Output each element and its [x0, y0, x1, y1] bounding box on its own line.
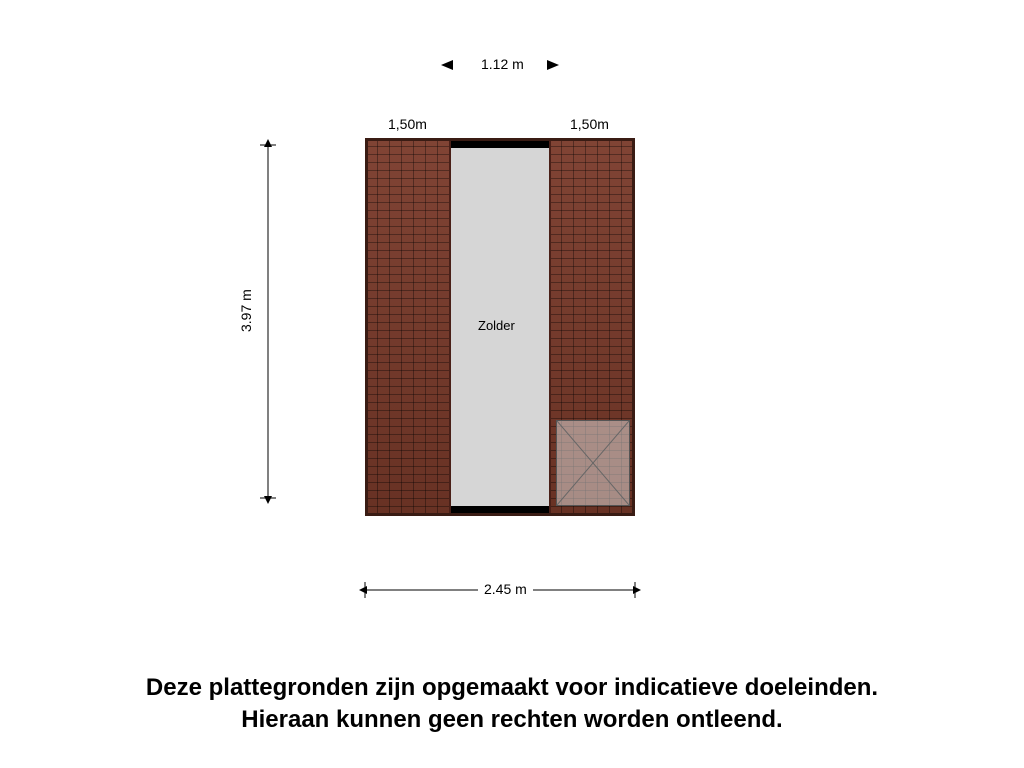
roof-left — [365, 138, 451, 516]
roof-hatch — [556, 420, 630, 506]
corridor-wall-bottom — [451, 506, 549, 516]
dim-left-label: 3.97 m — [238, 283, 254, 338]
roof-right-width-label: 1,50m — [570, 116, 609, 132]
dim-bottom-label: 2.45 m — [478, 581, 533, 597]
dim-top-label: 1.12 m — [477, 56, 528, 72]
room-label-zolder: Zolder — [478, 318, 515, 333]
floorplan-canvas: 1,50m 1,50m Zolder 1.12 m 3.97 m 2.45 m … — [0, 0, 1024, 768]
disclaimer-line1: Deze plattegronden zijn opgemaakt voor i… — [0, 672, 1024, 704]
dim-left — [260, 145, 276, 498]
corridor-wall-top — [451, 138, 549, 148]
disclaimer-text: Deze plattegronden zijn opgemaakt voor i… — [0, 672, 1024, 737]
disclaimer-line2: Hieraan kunnen geen rechten worden ontle… — [0, 704, 1024, 736]
roof-left-width-label: 1,50m — [388, 116, 427, 132]
